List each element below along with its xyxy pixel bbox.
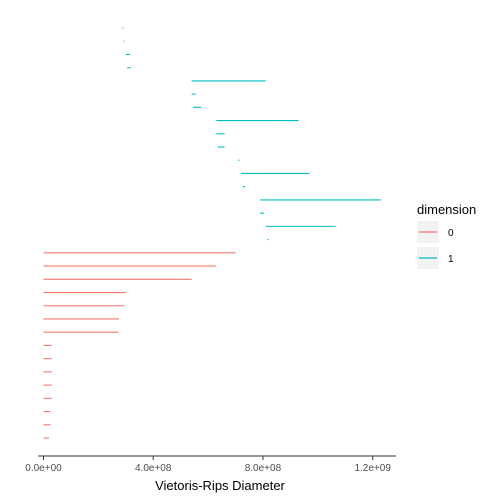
x-axis-title: Vietoris-Rips Diameter — [155, 478, 285, 493]
x-tick-label: 4.0e+08 — [135, 463, 172, 474]
persistence-bars — [43, 27, 381, 439]
x-tick-label: 8.0e+08 — [245, 463, 282, 474]
x-tick-label: 1.2e+09 — [354, 463, 391, 474]
legend-title: dimension — [417, 202, 476, 217]
legend-label: 1 — [448, 254, 454, 265]
x-axis: 0.0e+00 4.0e+08 8.0e+08 1.2e+09 — [25, 456, 391, 474]
x-tick-label: 0.0e+00 — [25, 463, 62, 474]
legend: dimension 0 1 — [417, 202, 476, 269]
legend-label: 0 — [448, 228, 454, 239]
